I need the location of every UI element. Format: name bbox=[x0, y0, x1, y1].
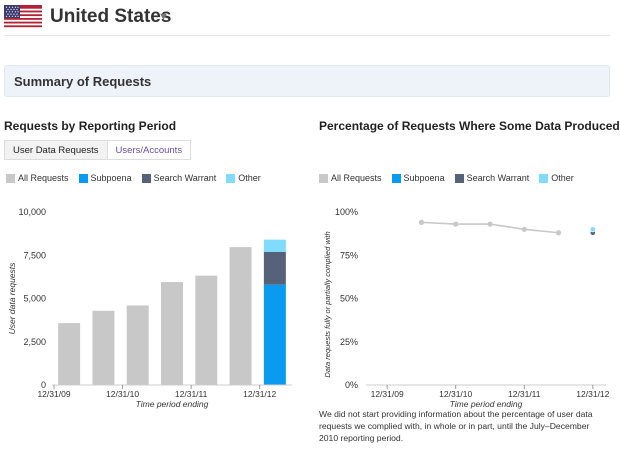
y-axis-label: User data requests bbox=[7, 262, 17, 335]
x-tick-label: 12/31/09 bbox=[37, 389, 70, 399]
compliance-note: We did not start providing information a… bbox=[319, 409, 593, 443]
legend-swatch bbox=[319, 173, 328, 183]
point-all-requests bbox=[555, 230, 562, 236]
bar-all-requests bbox=[126, 305, 149, 385]
x-tick-label: 12/31/11 bbox=[175, 389, 208, 399]
header-divider bbox=[4, 35, 610, 36]
y-tick-label: 10,000 bbox=[18, 207, 46, 217]
compliance-line-chart: 0% 25% 50% 75% 100% 12/31/09 12/31/10 12/31/11 1… bbox=[323, 207, 610, 409]
request-type-tabs: User Data Requests Users/Accounts bbox=[4, 140, 192, 160]
x-tick-label: 12/31/09 bbox=[371, 389, 404, 399]
point-all-requests bbox=[418, 219, 425, 225]
legend-label: All Requests bbox=[18, 173, 69, 183]
requests-bar-chart: 0 2,500 5,000 7,500 10,000 12/31/09 12/31/10 12… bbox=[7, 207, 292, 409]
bar-other bbox=[263, 239, 286, 252]
y-tick-label: 50% bbox=[340, 294, 358, 304]
legend-swatch bbox=[78, 173, 88, 183]
legend-swatch bbox=[391, 173, 401, 183]
legend-item-other[interactable]: Other bbox=[226, 173, 261, 183]
y-tick-label: 75% bbox=[340, 250, 358, 260]
legend-label: Search Warrant bbox=[153, 173, 217, 183]
legend-item-search-warrant[interactable]: Search Warrant bbox=[141, 173, 217, 183]
y-tick-label: 100% bbox=[335, 207, 358, 217]
bar-all-requests bbox=[92, 310, 115, 385]
legend-swatch bbox=[454, 173, 464, 183]
legend-label: Subpoena bbox=[90, 173, 132, 183]
legend-item-other[interactable]: Other bbox=[539, 173, 574, 183]
right-panel-title: Percentage of Requests Where Some Data P… bbox=[319, 119, 620, 133]
summary-bar: Summary of Requests bbox=[4, 65, 610, 97]
legend-swatch bbox=[539, 173, 549, 183]
bar-subpoena bbox=[263, 284, 286, 385]
legend-swatch bbox=[226, 173, 236, 183]
left-legend: All Requests Subpoena Search Warrant Oth… bbox=[6, 173, 271, 183]
legend-swatch bbox=[6, 173, 15, 183]
tab-users-accounts[interactable]: Users/Accounts bbox=[106, 140, 192, 160]
legend-item-all-requests[interactable]: All Requests bbox=[6, 173, 69, 183]
bar-all-requests bbox=[161, 282, 183, 385]
summary-title: Summary of Requests bbox=[14, 74, 152, 89]
y-tick-label: 0 bbox=[41, 380, 46, 390]
country-header[interactable]: United States ▼ bbox=[4, 2, 610, 32]
legend-label: Other bbox=[551, 173, 574, 183]
x-axis-label: Time period ending bbox=[450, 399, 523, 409]
x-tick-label: 12/31/12 bbox=[243, 389, 276, 399]
right-legend: All Requests Subpoena Search Warrant Oth… bbox=[319, 173, 584, 183]
us-flag-icon bbox=[4, 5, 42, 29]
legend-label: Subpoena bbox=[403, 173, 445, 183]
tab-user-data-requests[interactable]: User Data Requests bbox=[4, 140, 107, 160]
legend-swatch bbox=[141, 173, 151, 183]
point-all-requests bbox=[521, 226, 527, 232]
chevron-down-icon[interactable]: ▼ bbox=[158, 11, 169, 23]
y-tick-label: 0% bbox=[345, 380, 358, 390]
legend-item-subpoena[interactable]: Subpoena bbox=[78, 173, 132, 183]
legend-item-search-warrant[interactable]: Search Warrant bbox=[454, 173, 530, 183]
x-tick-label: 12/31/12 bbox=[576, 389, 609, 399]
y-tick-label: 7,500 bbox=[23, 250, 46, 260]
legend-label: All Requests bbox=[331, 173, 382, 183]
y-tick-label: 5,000 bbox=[23, 294, 46, 304]
point-all-requests bbox=[453, 221, 459, 227]
left-panel-title: Requests by Reporting Period bbox=[4, 119, 177, 133]
legend-label: Other bbox=[238, 173, 261, 183]
y-tick-label: 2,500 bbox=[23, 337, 46, 347]
country-name[interactable]: United States bbox=[50, 6, 172, 27]
y-axis-label: Data requests fully or partially complie… bbox=[323, 231, 332, 377]
point-all-requests bbox=[487, 221, 493, 227]
bar-all-requests bbox=[229, 247, 252, 385]
legend-label: Search Warrant bbox=[466, 173, 530, 183]
legend-item-subpoena[interactable]: Subpoena bbox=[391, 173, 445, 183]
x-tick-label: 12/31/11 bbox=[508, 389, 541, 399]
x-tick-label: 12/31/10 bbox=[106, 389, 139, 399]
x-tick-label: 12/31/10 bbox=[439, 389, 472, 399]
bar-all-requests bbox=[58, 323, 81, 385]
y-tick-label: 25% bbox=[340, 337, 358, 347]
legend-item-all-requests[interactable]: All Requests bbox=[319, 173, 382, 183]
point-other bbox=[589, 226, 596, 233]
bar-all-requests bbox=[195, 275, 218, 385]
x-axis-label: Time period ending bbox=[136, 399, 209, 409]
bar-search-warrant bbox=[263, 251, 286, 285]
